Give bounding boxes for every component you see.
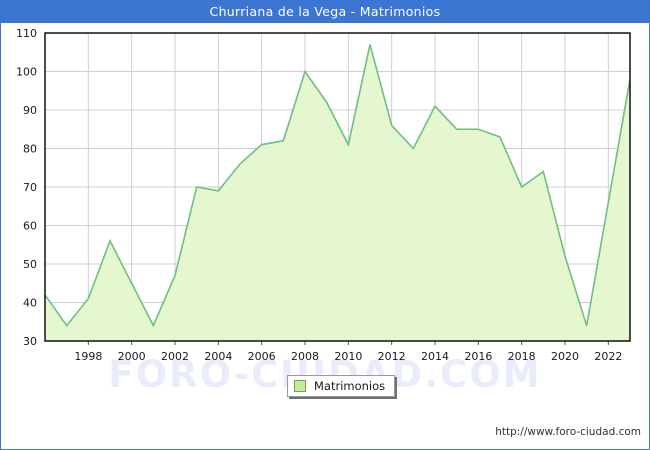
x-axis-tick-label: 2014	[421, 350, 449, 363]
y-axis-tick-label: 40	[23, 297, 37, 310]
legend-swatch-matrimonios	[294, 380, 306, 392]
window-title: Churriana de la Vega - Matrimonios	[1, 1, 649, 23]
y-axis-tick-label: 60	[23, 220, 37, 233]
x-axis-tick-label: 2022	[594, 350, 622, 363]
x-axis-tick-label: 2006	[248, 350, 276, 363]
y-axis-tick-label: 90	[23, 104, 37, 117]
x-axis-tick-label: 2008	[291, 350, 319, 363]
y-axis-tick-label: 110	[16, 27, 37, 40]
x-axis-tick-label: 2012	[378, 350, 406, 363]
x-axis-tick-label: 2002	[161, 350, 189, 363]
y-axis-tick-label: 30	[23, 335, 37, 348]
x-axis-tick-label: 2020	[551, 350, 579, 363]
legend-label-matrimonios: Matrimonios	[314, 379, 386, 393]
x-axis-tick-label: 2004	[204, 350, 232, 363]
x-axis-tick-label: 2016	[464, 350, 492, 363]
chart-plot: 30 40 50 60 70 80 90 100 110 1998 2000 2002 2004 2006…	[16, 27, 631, 363]
y-axis-tick-label: 70	[23, 181, 37, 194]
chart-canvas: FORO-CIUDAD.COM 304050607080901001101998…	[1, 23, 649, 449]
x-axis-tick-label: 2018	[508, 350, 536, 363]
y-axis-tick-label: 50	[23, 258, 37, 271]
source-url: http://www.foro-ciudad.com	[495, 426, 641, 438]
x-axis-tick-label: 2010	[334, 350, 362, 363]
y-axis-tick-label: 100	[16, 66, 37, 79]
y-axis-tick-label: 80	[23, 143, 37, 156]
plot-frame	[44, 32, 631, 342]
series-line-matrimonios	[44, 44, 631, 328]
series-area-matrimonios	[45, 44, 630, 342]
x-axis-tick-label: 1998	[74, 350, 102, 363]
x-axis-tick-label: 2000	[118, 350, 146, 363]
chart-legend[interactable]: Matrimonios	[287, 375, 396, 397]
